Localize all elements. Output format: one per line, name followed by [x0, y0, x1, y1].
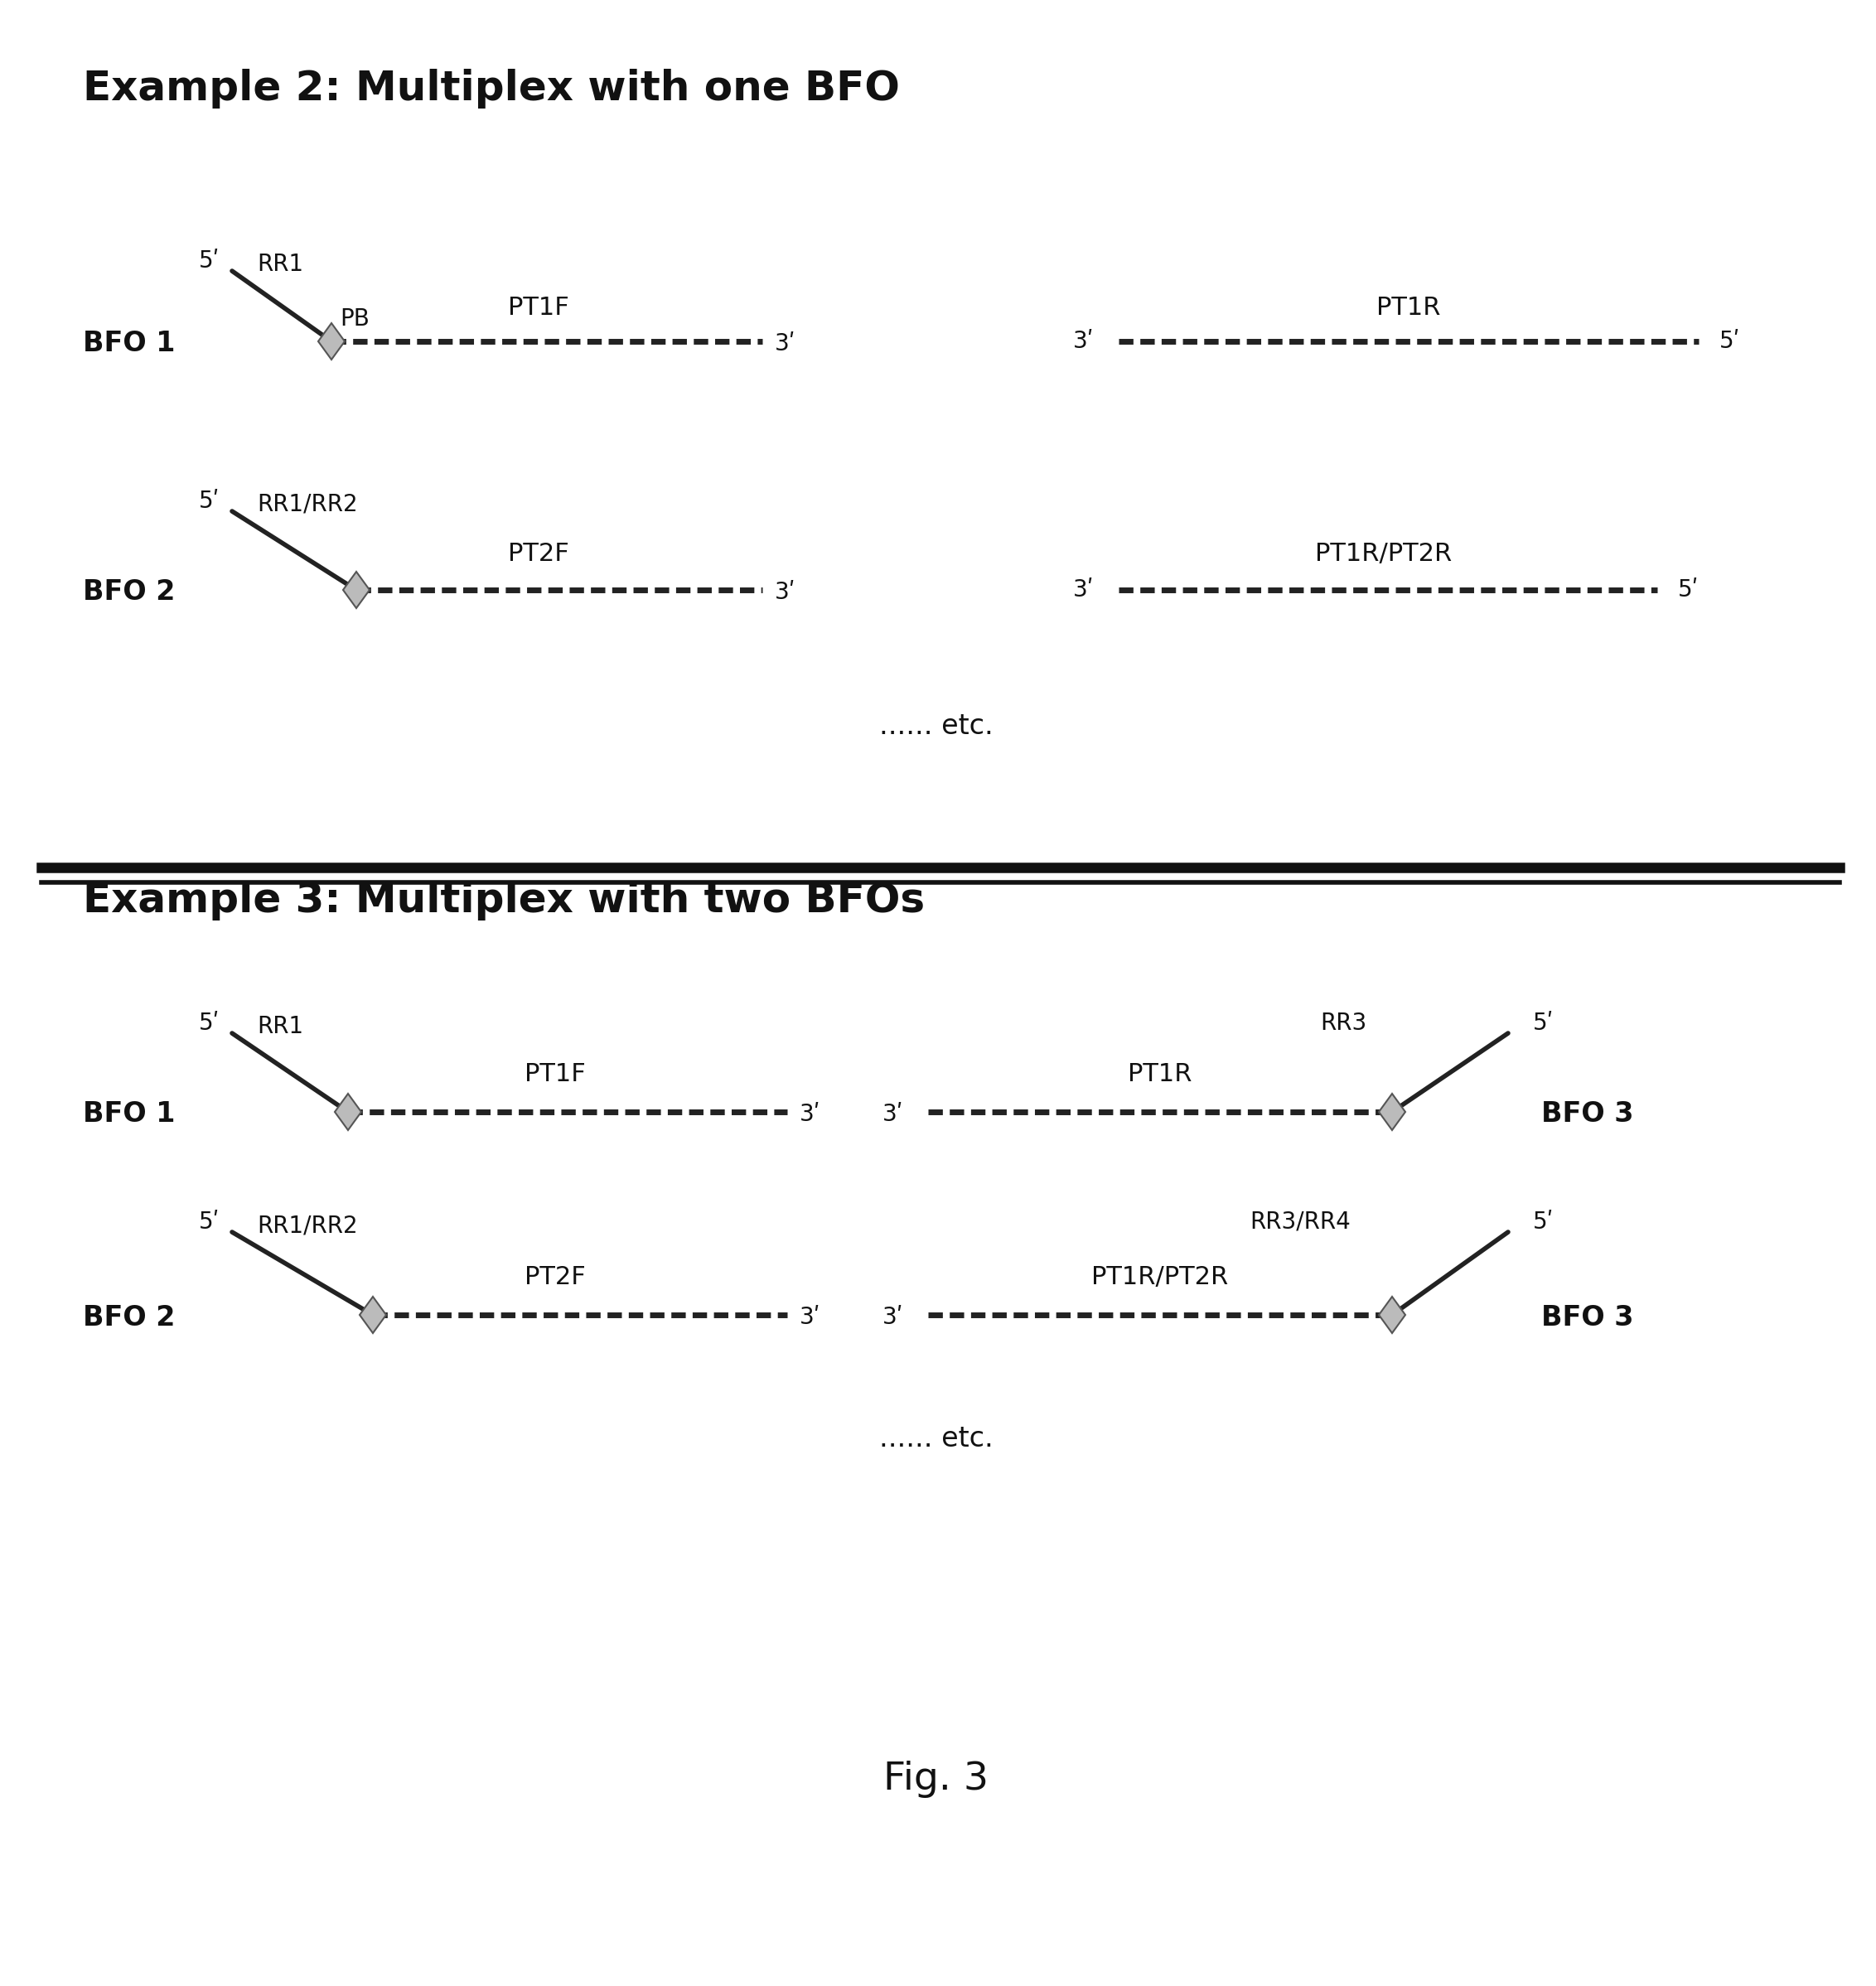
Text: 5ʹ: 5ʹ: [1677, 578, 1700, 602]
Text: 3ʹ: 3ʹ: [799, 1102, 822, 1126]
Text: 5ʹ: 5ʹ: [199, 1011, 219, 1035]
Text: PT1R/PT2R: PT1R/PT2R: [1315, 542, 1452, 566]
Text: RR1/RR2: RR1/RR2: [257, 1213, 358, 1237]
Text: BFO 1: BFO 1: [83, 1100, 174, 1128]
Text: 5ʹ: 5ʹ: [1533, 1211, 1553, 1233]
Polygon shape: [1379, 1297, 1405, 1333]
Text: 3ʹ: 3ʹ: [775, 332, 795, 355]
Text: 3ʹ: 3ʹ: [882, 1305, 902, 1329]
Polygon shape: [334, 1094, 362, 1130]
Text: PT1F: PT1F: [508, 296, 568, 320]
Text: RR1: RR1: [257, 252, 304, 276]
Polygon shape: [343, 572, 370, 608]
Text: ...... etc.: ...... etc.: [880, 713, 994, 741]
Text: ...... etc.: ...... etc.: [880, 1426, 994, 1454]
Polygon shape: [360, 1297, 386, 1333]
Text: 5ʹ: 5ʹ: [199, 1211, 219, 1233]
Text: RR3/RR4: RR3/RR4: [1249, 1211, 1351, 1233]
Text: 3ʹ: 3ʹ: [882, 1102, 902, 1126]
Polygon shape: [1379, 1094, 1405, 1130]
Text: Example 2: Multiplex with one BFO: Example 2: Multiplex with one BFO: [83, 70, 900, 109]
Text: Fig. 3: Fig. 3: [884, 1760, 989, 1797]
Text: PT1R: PT1R: [1377, 296, 1441, 320]
Polygon shape: [319, 324, 345, 359]
Text: 5ʹ: 5ʹ: [1720, 330, 1741, 354]
Text: RR3: RR3: [1321, 1011, 1368, 1035]
Text: PT1F: PT1F: [525, 1063, 585, 1086]
Text: RR1: RR1: [257, 1015, 304, 1039]
Text: RR1/RR2: RR1/RR2: [257, 493, 358, 516]
Text: 5ʹ: 5ʹ: [1533, 1011, 1553, 1035]
Text: BFO 2: BFO 2: [83, 578, 174, 606]
Text: 5ʹ: 5ʹ: [199, 250, 219, 272]
Text: 3ʹ: 3ʹ: [1073, 330, 1094, 354]
Text: BFO 1: BFO 1: [83, 330, 174, 357]
Text: 3ʹ: 3ʹ: [1073, 578, 1094, 602]
Text: BFO 2: BFO 2: [83, 1303, 174, 1331]
Text: BFO 3: BFO 3: [1542, 1100, 1634, 1128]
Text: PB: PB: [340, 308, 370, 330]
Text: 3ʹ: 3ʹ: [775, 580, 795, 604]
Text: Example 3: Multiplex with two BFOs: Example 3: Multiplex with two BFOs: [83, 880, 925, 920]
Text: BFO 3: BFO 3: [1542, 1303, 1634, 1331]
Text: PT1R/PT2R: PT1R/PT2R: [1092, 1265, 1229, 1289]
Text: 5ʹ: 5ʹ: [199, 491, 219, 512]
Text: PT1R: PT1R: [1127, 1063, 1191, 1086]
Text: PT2F: PT2F: [525, 1265, 585, 1289]
Text: 3ʹ: 3ʹ: [799, 1305, 822, 1329]
Text: PT2F: PT2F: [508, 542, 568, 566]
